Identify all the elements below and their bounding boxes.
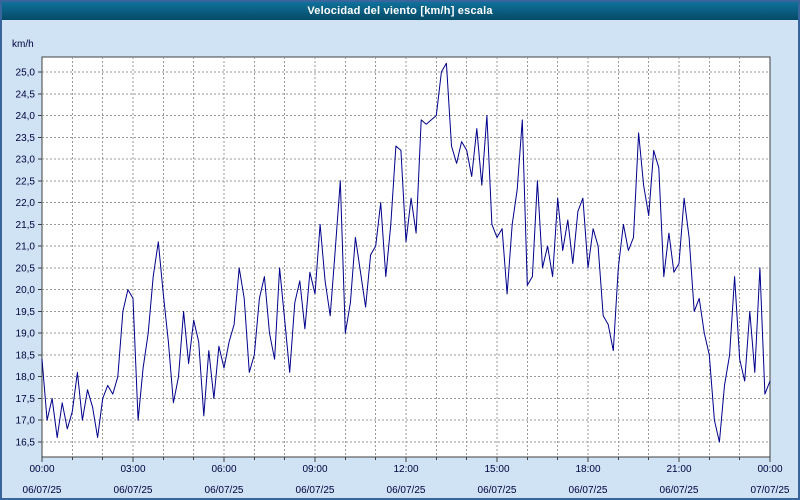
x-tick-date-label: 06/07/25 — [23, 485, 62, 496]
x-tick-date-label: 07/07/25 — [751, 485, 790, 496]
wind-speed-series — [41, 62, 771, 443]
x-tick-time-label: 06:00 — [211, 464, 236, 475]
x-tick-date-label: 06/07/25 — [296, 485, 335, 496]
x-tick-time-label: 03:00 — [120, 464, 145, 475]
y-axis-unit-label: km/h — [12, 39, 34, 50]
y-tick-label: 21,0 — [16, 242, 36, 253]
y-tick-label: 20,5 — [16, 263, 36, 274]
gridlines — [42, 57, 770, 457]
x-tick-date-label: 06/07/25 — [205, 485, 244, 496]
axis-ticks — [38, 71, 771, 462]
x-tick-time-label: 18:00 — [575, 464, 600, 475]
y-tick-label: 21,5 — [16, 220, 36, 231]
y-tick-label: 22,0 — [16, 198, 36, 209]
y-tick-label: 23,0 — [16, 155, 36, 166]
y-tick-label: 17,5 — [16, 394, 36, 405]
window-title: Velocidad del viento [km/h] escala — [307, 5, 493, 17]
window-titlebar: Velocidad del viento [km/h] escala — [2, 2, 798, 20]
y-tick-label: 25,0 — [16, 68, 36, 79]
x-tick-time-label: 12:00 — [393, 464, 418, 475]
x-axis-labels: 00:00 06/07/25 03:00 06/07/25 06:00 06/07/25 0… — [23, 464, 790, 496]
x-tick-time-label: 00:00 — [757, 464, 782, 475]
y-tick-label: 19,5 — [16, 307, 36, 318]
x-tick-date-label: 06/07/25 — [478, 485, 517, 496]
y-tick-label: 16,5 — [16, 438, 36, 449]
y-axis-labels: 25,0 24,5 24,0 23,5 23,0 22,5 22,0 21,5 21,0 20,5… — [16, 68, 36, 449]
x-tick-date-label: 06/07/25 — [114, 485, 153, 496]
y-tick-label: 18,0 — [16, 372, 36, 383]
y-tick-label: 22,5 — [16, 176, 36, 187]
x-tick-time-label: 21:00 — [666, 464, 691, 475]
y-tick-label: 24,5 — [16, 89, 36, 100]
wind-speed-line-chart: km/h 25,0 24,5 24,0 23,5 23,0 22,5 22,0 21,5 21,0… — [12, 39, 790, 496]
y-tick-label: 20,0 — [16, 285, 36, 296]
x-tick-date-label: 06/07/25 — [569, 485, 608, 496]
x-tick-date-label: 06/07/25 — [660, 485, 699, 496]
y-tick-label: 23,5 — [16, 133, 36, 144]
y-tick-label: 18,5 — [16, 350, 36, 361]
x-tick-time-label: 15:00 — [484, 464, 509, 475]
x-tick-date-label: 06/07/25 — [387, 485, 426, 496]
y-tick-label: 17,0 — [16, 416, 36, 427]
x-tick-time-label: 09:00 — [302, 464, 327, 475]
x-tick-time-label: 00:00 — [29, 464, 54, 475]
chart-area: km/h 25,0 24,5 24,0 23,5 23,0 22,5 22,0 21,5 21,0… — [2, 20, 798, 498]
y-tick-label: 19,0 — [16, 329, 36, 340]
y-tick-label: 24,0 — [16, 111, 36, 122]
